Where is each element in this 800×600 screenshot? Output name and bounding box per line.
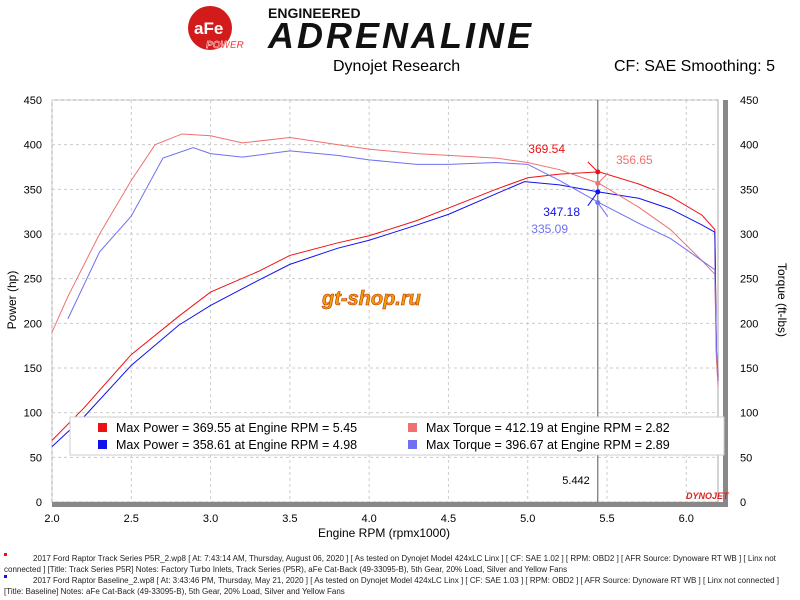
run-info-footer: 2017 Ford Raptor Track Series P5R_2.wp8 … [4,553,794,597]
y2-tick-label: 150 [740,363,758,375]
legend-entry: Max Power = 369.55 at Engine RPM = 5.45 [116,421,357,435]
x-tick-label: 5.0 [520,513,535,525]
y-tick-label: 100 [24,408,42,420]
annotation-arrow [587,191,599,207]
x-tick-label: 3.5 [282,513,297,525]
y-tick-label: 400 [24,140,42,152]
annotation-label: 347.18 [543,205,580,219]
run-marker [4,553,7,556]
legend-swatch [98,423,107,432]
x-tick-label: 3.0 [203,513,218,525]
annotation-marker [595,200,601,206]
svg-text:ADRENALINE: ADRENALINE [267,15,534,54]
y2-axis-bar [723,100,728,507]
y-tick-label: 200 [24,318,42,330]
y2-tick-label: 250 [740,274,758,286]
legend-swatch [98,440,107,449]
run-info: 2017 Ford Raptor Track Series P5R_2.wp8 … [4,553,794,575]
y-tick-label: 50 [30,452,42,464]
legend-entry: Max Power = 358.61 at Engine RPM = 4.98 [116,438,357,452]
correction-factor-label: CF: SAE Smoothing: 5 [614,58,775,75]
run-info-line1: 2017 Ford Raptor Baseline_2.wp8 [ At: 3:… [4,576,780,596]
x-tick-label: 4.5 [441,513,456,525]
y-tick-label: 250 [24,274,42,286]
legend: Max Power = 369.55 at Engine RPM = 5.45 M… [69,416,725,456]
svg-text:ENGINEERED: ENGINEERED [268,5,361,21]
y2-tick-label: 300 [740,229,758,241]
svg-text:POWER: POWER [206,40,245,51]
y-tick-label: 150 [24,363,42,375]
annotation-marker [595,189,601,195]
y2-tick-label: 50 [740,452,752,464]
run-marker [4,575,7,578]
y-axis-label: Power (hp) [5,271,19,330]
y2-tick-label: 350 [740,184,758,196]
legend-entry: Max Torque = 412.19 at Engine RPM = 2.82 [426,421,670,435]
y2-tick-label: 0 [740,497,746,509]
x-tick-label: 6.0 [679,513,694,525]
y2-axis-label: Torque (ft-lbs) [775,263,789,337]
annotation-label: 356.65 [616,153,653,167]
series-line-1 [51,181,719,447]
legend-swatch [408,423,417,432]
y-tick-label: 0 [36,497,42,509]
y2-tick-label: 100 [740,408,758,420]
run-info-line2: Track Series P5R] Notes: Factory Turbo I… [68,565,568,574]
series-line-2 [51,133,719,386]
cursor-value: 5.442 [562,475,590,487]
x-tick-label: 4.0 [361,513,376,525]
y-tick-label: 350 [24,184,42,196]
watermark: gt-shop.ru [321,288,421,310]
x-axis-bar [52,502,728,507]
legend-entry: Max Torque = 396.67 at Engine RPM = 2.89 [426,438,670,452]
run-info-line1: 2017 Ford Raptor Track Series P5R_2.wp8 … [4,554,776,574]
x-tick-label: 2.5 [124,513,139,525]
y2-tick-label: 400 [740,140,758,152]
series-line-0 [51,171,719,441]
dynojet-logo: DYNOJET [686,491,730,501]
annotation-marker [595,169,601,175]
y-tick-label: 450 [24,95,42,107]
y2-tick-label: 450 [740,95,758,107]
svg-text:aFe: aFe [194,19,223,38]
y2-tick-label: 200 [740,318,758,330]
y-tick-label: 300 [24,229,42,241]
dyno-chart: 2.0 2.5 3.0 3.5 4.0 4.5 5.0 5.5 6.0 0 0 50 50 100 100 1… [5,95,789,540]
legend-swatch [408,440,417,449]
annotation-marker [595,180,601,186]
afe-adrenaline-logo: aFe POWER ENGINEERED ADRENALINE [188,5,534,54]
annotation-label: 369.54 [528,142,565,156]
run-info-line2: Notes: aFe Cat-Back (49-33095-B), 5th Ge… [60,587,345,596]
annotation-label: 335.09 [531,222,568,236]
annotation-arrow [597,202,609,217]
run-info: 2017 Ford Raptor Baseline_2.wp8 [ At: 3:… [4,575,794,597]
series-line-3 [67,147,719,373]
x-tick-label: 5.5 [599,513,614,525]
x-tick-label: 2.0 [44,513,59,525]
chart-subtitle: Dynojet Research [333,58,461,75]
x-axis-label: Engine RPM (rpmx1000) [318,526,450,540]
